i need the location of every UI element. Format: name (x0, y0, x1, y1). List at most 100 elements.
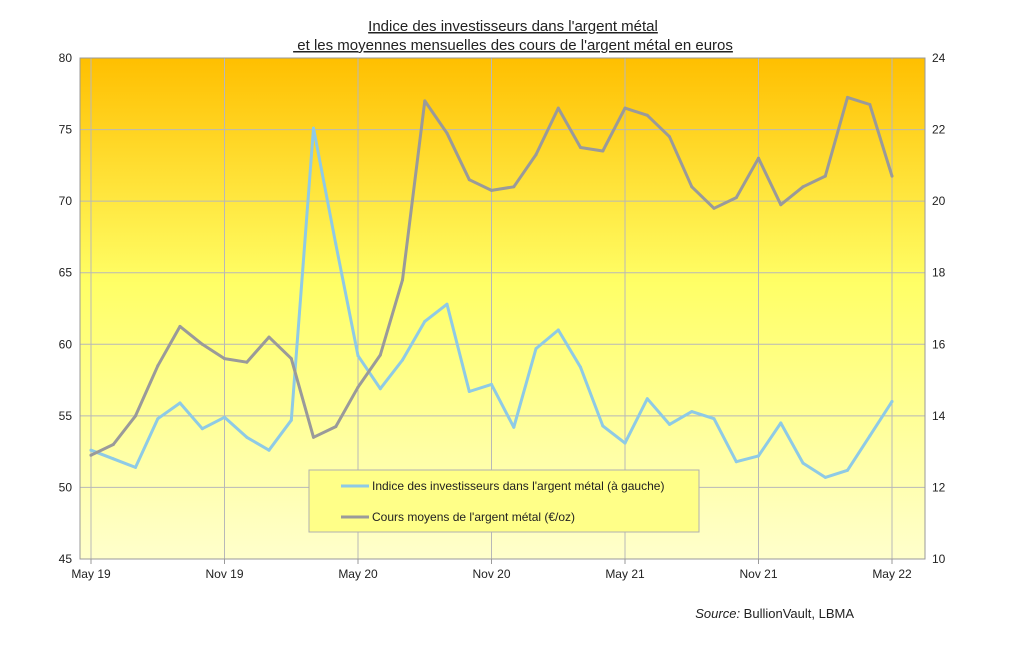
data-point-investor-index (512, 425, 516, 429)
axes: 45 50 55 60 65 70 75 80 10 12 14 16 18 20 22 24 May 19 No… (59, 51, 946, 581)
data-point-investor-index (423, 319, 427, 323)
legend-label-silver-price: Cours moyens de l'argent métal (€/oz) (372, 510, 575, 524)
data-point-silver-price (712, 206, 716, 210)
source-text: BullionVault, LBMA (740, 606, 854, 621)
legend-label-investor-index: Indice des investisseurs dans l'argent m… (372, 479, 664, 493)
data-point-silver-price (579, 146, 582, 149)
data-point-investor-index (779, 421, 783, 425)
data-point-investor-index (534, 347, 538, 351)
data-point-investor-index (289, 418, 293, 422)
data-point-investor-index (156, 417, 160, 421)
data-point-investor-index (579, 365, 582, 369)
data-point-silver-price (890, 174, 894, 178)
data-point-silver-price (668, 135, 671, 139)
series (89, 95, 894, 479)
data-point-investor-index (245, 435, 249, 439)
data-point-silver-price (846, 95, 849, 99)
data-point-silver-price (178, 324, 182, 328)
data-point-silver-price (734, 196, 738, 200)
source-note: Source: BullionVault, LBMA (695, 606, 854, 621)
data-point-silver-price (134, 414, 137, 418)
chart-title-line1: Indice des investisseurs dans l'argent m… (368, 18, 658, 35)
source-label: Source: (695, 606, 741, 621)
data-point-silver-price (601, 149, 605, 153)
data-point-silver-price (200, 342, 204, 346)
data-point-investor-index (223, 415, 226, 419)
data-point-silver-price (356, 385, 360, 389)
x-tick-label: May 20 (338, 567, 378, 581)
data-point-silver-price (223, 357, 226, 361)
y-right-tick-label: 22 (932, 123, 946, 137)
y-left-tick-label: 80 (59, 51, 73, 65)
legend-box (308, 469, 700, 533)
data-point-silver-price (312, 435, 315, 439)
x-tick-label: May 19 (71, 567, 111, 581)
data-point-silver-price (534, 153, 538, 157)
data-point-investor-index (134, 465, 137, 469)
data-point-investor-index (312, 126, 315, 130)
data-point-silver-price (690, 185, 694, 189)
data-point-investor-index (401, 358, 404, 362)
data-point-investor-index (868, 434, 872, 438)
legend: Indice des investisseurs dans l'argent m… (308, 469, 700, 533)
y-right-tick-label: 10 (932, 552, 946, 566)
data-point-silver-price (111, 443, 115, 446)
data-point-investor-index (267, 448, 271, 452)
data-point-investor-index (801, 461, 805, 465)
data-point-silver-price (490, 188, 493, 192)
data-point-investor-index (178, 401, 182, 405)
x-tick-label: Nov 19 (205, 567, 243, 581)
data-point-investor-index (356, 354, 360, 358)
plot-border (79, 57, 926, 560)
data-point-silver-price (378, 353, 382, 357)
data-point-silver-price (556, 106, 560, 110)
data-point-investor-index (200, 427, 204, 431)
data-point-investor-index (556, 328, 560, 332)
data-point-silver-price (467, 178, 471, 182)
y-left-tick-label: 45 (59, 552, 73, 566)
data-point-silver-price (334, 425, 338, 429)
data-point-silver-price (779, 203, 783, 207)
data-point-investor-index (734, 460, 738, 464)
data-point-investor-index (445, 302, 449, 306)
data-point-silver-price (245, 360, 249, 364)
data-point-silver-price (801, 185, 805, 189)
data-point-investor-index (378, 387, 382, 391)
x-tick-label: Nov 21 (739, 567, 777, 581)
x-tick-label: Nov 20 (472, 567, 510, 581)
data-point-investor-index (712, 417, 716, 421)
data-point-silver-price (445, 131, 449, 135)
y-left-tick-label: 55 (59, 409, 73, 423)
data-point-silver-price (267, 335, 271, 339)
data-point-investor-index (334, 242, 338, 246)
data-point-silver-price (512, 185, 516, 189)
data-point-silver-price (289, 357, 293, 361)
chart-title-line2: et les moyennes mensuelles des cours de … (293, 37, 733, 54)
data-point-silver-price (823, 174, 827, 178)
data-point-investor-index (645, 397, 649, 401)
data-point-investor-index (846, 468, 849, 472)
y-left-tick-label: 65 (59, 266, 73, 280)
data-point-investor-index (623, 441, 627, 445)
data-point-investor-index (668, 422, 671, 426)
y-left-tick-label: 70 (59, 194, 73, 208)
data-point-investor-index (601, 424, 605, 428)
data-point-investor-index (490, 382, 493, 386)
data-point-silver-price (401, 278, 404, 282)
y-right-tick-label: 16 (932, 337, 946, 351)
data-point-investor-index (111, 457, 115, 461)
data-point-silver-price (423, 99, 427, 103)
data-point-investor-index (467, 390, 471, 393)
data-point-investor-index (757, 454, 760, 458)
data-point-silver-price (89, 453, 93, 457)
data-point-silver-price (757, 156, 760, 160)
data-point-silver-price (868, 103, 872, 106)
x-tick-label: May 22 (872, 567, 912, 581)
data-point-silver-price (645, 113, 649, 117)
y-right-tick-label: 14 (932, 409, 946, 423)
y-left-tick-label: 60 (59, 337, 73, 351)
y-right-tick-label: 24 (932, 51, 946, 65)
y-right-tick-label: 18 (932, 266, 946, 280)
x-tick-label: May 21 (605, 567, 645, 581)
data-point-silver-price (156, 364, 160, 368)
